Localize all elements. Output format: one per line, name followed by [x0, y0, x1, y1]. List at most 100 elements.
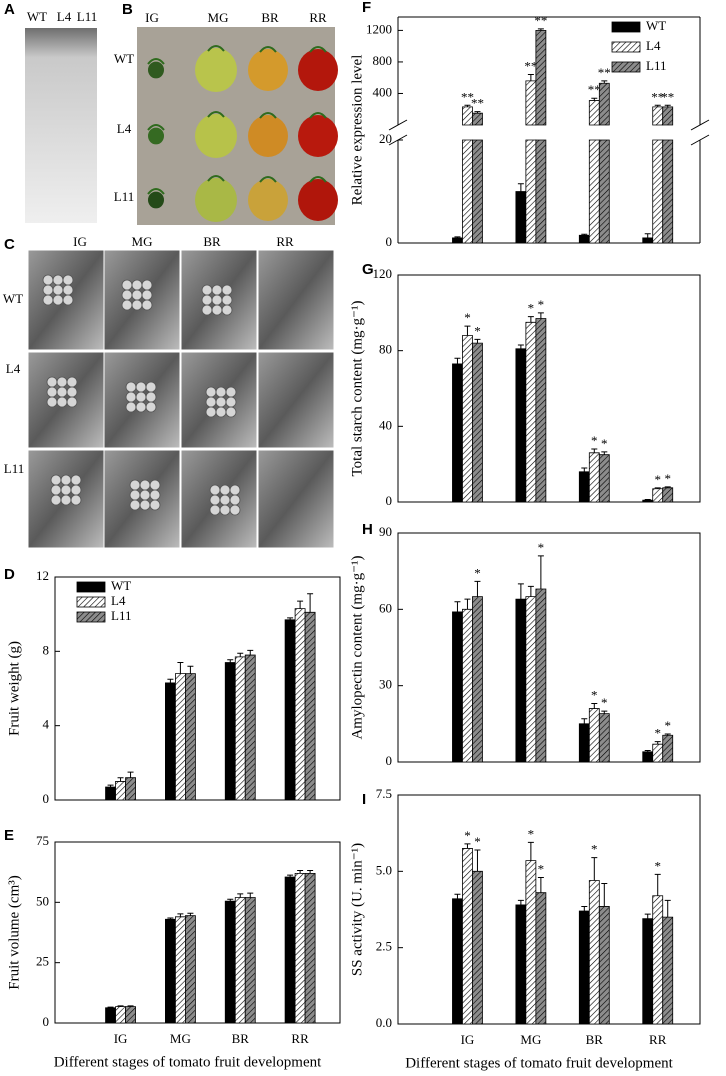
bar	[642, 237, 654, 244]
starch-granule	[229, 484, 241, 496]
starch-granule	[211, 304, 223, 316]
legend-swatch	[76, 611, 106, 623]
column-label: RR	[309, 10, 327, 25]
bar	[125, 1006, 136, 1024]
column-label: BR	[203, 234, 221, 249]
y-axis-label: Relative expression level	[349, 55, 365, 206]
starch-granule	[42, 294, 54, 306]
starch-granule	[141, 289, 153, 301]
error-bar	[297, 869, 304, 874]
y-tick-label: 120	[373, 266, 393, 281]
error-bar	[517, 344, 524, 349]
bar	[472, 596, 483, 763]
bar	[642, 751, 654, 763]
starch-granule	[149, 499, 161, 511]
y-tick-label: 90	[379, 524, 392, 539]
x-axis-label: Different stages of tomato fruit develop…	[54, 1054, 322, 1070]
error-bar	[654, 741, 661, 745]
starch-granule	[219, 504, 231, 516]
panel-letter: I	[362, 791, 366, 808]
legend-label: WT	[646, 18, 666, 33]
bar	[598, 454, 610, 503]
error-bar	[654, 873, 661, 896]
starch-granule	[211, 294, 223, 306]
starch-granule	[225, 396, 237, 408]
bar	[185, 673, 196, 801]
starch-granule	[139, 499, 151, 511]
sem-image	[257, 449, 335, 549]
lane-label: L4	[57, 9, 72, 24]
bar	[515, 191, 527, 244]
bar	[598, 713, 610, 763]
tomato	[148, 191, 164, 209]
starch-granule	[50, 474, 62, 486]
starch-granule	[229, 504, 241, 516]
bar	[525, 321, 537, 503]
error-bar	[537, 876, 544, 893]
legend-label: L4	[646, 38, 661, 53]
starch-granule	[209, 504, 221, 516]
significance-label: *	[601, 436, 608, 451]
error-bar	[591, 448, 598, 453]
starch-granule	[125, 401, 137, 413]
legend-swatch	[76, 581, 106, 593]
starch-granule	[141, 279, 153, 291]
error-bar	[664, 733, 671, 736]
tomato	[298, 115, 338, 157]
error-bar	[644, 233, 651, 238]
legend-label: WT	[111, 578, 131, 593]
error-bar	[527, 585, 534, 597]
starch-granule	[66, 396, 78, 408]
tomato-stem	[309, 112, 327, 119]
error-bar	[247, 649, 254, 656]
panel-letter: A	[4, 1, 15, 18]
significance-label: *	[538, 297, 545, 312]
bar	[294, 608, 306, 801]
significance-label: *	[538, 861, 545, 876]
starch-granule	[205, 396, 217, 408]
starch-granule	[52, 274, 64, 286]
bar	[598, 906, 610, 1025]
legend-swatch	[611, 41, 641, 53]
bar	[175, 916, 186, 1024]
sem-image	[257, 249, 335, 351]
error-bar	[517, 583, 524, 600]
bar	[662, 916, 674, 1025]
bar	[452, 898, 463, 1025]
bar	[588, 100, 600, 244]
bar	[515, 904, 527, 1025]
y-tick-label: 0	[43, 1014, 50, 1029]
row-label: L11	[4, 461, 24, 476]
panel-letter: H	[362, 521, 373, 538]
y-tick-label: 75	[36, 833, 49, 848]
tomato	[298, 179, 338, 221]
error-bar	[644, 913, 651, 919]
error-bar	[227, 659, 234, 663]
significance-label: *	[464, 310, 471, 325]
tomato	[195, 113, 237, 159]
bar	[578, 910, 590, 1025]
significance-label: **	[661, 89, 674, 104]
starch-granule	[46, 396, 58, 408]
plot-frame	[54, 841, 341, 1024]
error-bar	[654, 487, 661, 489]
y-tick-label: 0.0	[376, 1015, 392, 1030]
starch-granule	[135, 401, 147, 413]
y-tick-label: 800	[373, 53, 393, 68]
starch-granule	[215, 396, 227, 408]
bar	[652, 488, 664, 503]
starch-granule	[211, 284, 223, 296]
y-tick-label: 12	[36, 568, 49, 583]
column-label: IG	[73, 234, 87, 249]
bar	[165, 682, 176, 801]
error-bar	[297, 600, 304, 609]
starch-granule	[46, 376, 58, 388]
bar	[244, 654, 256, 801]
error-bar	[117, 777, 124, 782]
starch-granule	[141, 299, 153, 311]
error-bar	[581, 718, 588, 724]
error-bar	[474, 111, 481, 114]
x-tick-label: RR	[291, 1031, 309, 1046]
panel-letter: D	[4, 566, 15, 583]
starch-granule	[135, 381, 147, 393]
